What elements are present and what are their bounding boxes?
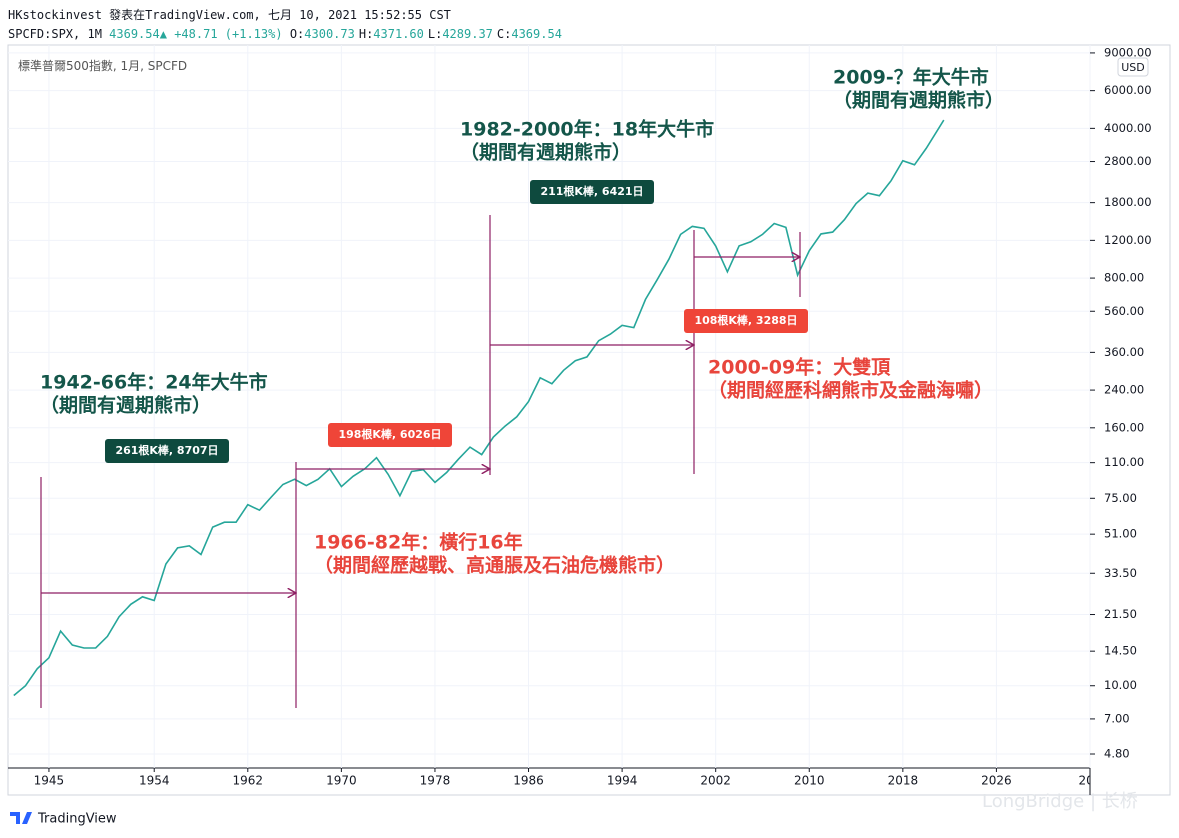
x-tick-label: 2018	[888, 774, 919, 788]
y-tick-label: 6000.00	[1104, 83, 1152, 97]
y-tick-label: 10.00	[1104, 678, 1137, 692]
ohlc: O:4300.73 H:4371.60 L:4289.37 C:4369.54	[290, 27, 566, 41]
brand: TradingView	[37, 812, 117, 827]
ohlc-value: 4369.54	[511, 27, 562, 41]
up-arrow: ▲	[159, 27, 167, 41]
y-tick-label: 4000.00	[1104, 121, 1152, 135]
y-tick-label: 1200.00	[1104, 233, 1152, 247]
frame	[7, 44, 1171, 796]
legend: 標準普爾500指數, 1月, SPCFD	[18, 58, 187, 73]
header: HKstockinvest 發表在TradingView.com, 七月 10,…	[8, 6, 566, 44]
currency: USD	[1121, 61, 1145, 74]
y-tick-label: 51.00	[1104, 527, 1137, 541]
annotation: 1982-2000年：18年大牛市	[460, 118, 714, 141]
watermark: LongBridge | 长桥	[982, 791, 1138, 812]
x-tick-label: 2010	[794, 774, 825, 788]
ohlc-label: L:	[427, 27, 443, 41]
x-tick-label: 1994	[607, 774, 638, 788]
x-tick-label: 1986	[513, 774, 544, 788]
y-tick-label: 560.00	[1104, 304, 1144, 318]
y-tick-label: 75.00	[1104, 491, 1137, 505]
last-price: 4369.54	[109, 27, 160, 41]
x-tick-label: 203	[1079, 774, 1102, 788]
measure-label: 108根K棒, 3288日	[694, 313, 797, 327]
ohlc-value: 4289.37	[442, 27, 493, 41]
price-line	[13, 119, 945, 697]
y-tick-label: 110.00	[1104, 455, 1144, 469]
y-tick-label: 14.50	[1104, 644, 1137, 658]
tv-logo	[10, 812, 32, 824]
y-tick-label: 21.50	[1104, 607, 1137, 621]
measure-box	[105, 439, 229, 463]
x-tick-label: 1970	[326, 774, 357, 788]
ohlc-value: 4300.73	[304, 27, 355, 41]
y-tick-label: 9000.00	[1104, 45, 1152, 59]
annotation: （期間經歷科網熊市及金融海嘯）	[708, 379, 993, 402]
measure-box	[328, 423, 452, 447]
x-labels: 1945 1954 1962 1970 1978 1986 1994 2002 2010 2018…	[34, 768, 1102, 788]
ohlc-label: H:	[358, 27, 374, 41]
annotation: 2009-？年大牛市	[833, 66, 989, 89]
annotation: （期間有週期熊市）	[40, 394, 211, 417]
measure-label: 261根K棒, 8707日	[115, 443, 218, 457]
y-tick-label: 160.00	[1104, 420, 1144, 434]
x-tick-label: 1954	[139, 774, 170, 788]
measure-label: 211根K棒, 6421日	[540, 184, 643, 198]
annotation: （期間有週期熊市）	[833, 89, 1004, 112]
annotation: 2000-09年：大雙頂	[708, 356, 891, 379]
y-tick-label: 360.00	[1104, 345, 1144, 359]
measure-label: 198根K棒, 6026日	[338, 427, 441, 441]
measure-lines	[40, 215, 800, 708]
x-tick-label: 1945	[34, 774, 65, 788]
change: +48.71 (+1.13%)	[174, 27, 283, 41]
annotation: 1942-66年：24年大牛市	[40, 371, 268, 394]
measure-box	[684, 309, 808, 333]
annotation: 1966-82年：橫行16年	[314, 531, 523, 554]
ohlc-label: C:	[496, 27, 512, 41]
y-tick-label: 240.00	[1104, 383, 1144, 397]
y-tick-label: 800.00	[1104, 271, 1144, 285]
x-tick-label: 1962	[233, 774, 264, 788]
x-tick-label: 1978	[420, 774, 451, 788]
ohlc-value: 4371.60	[373, 27, 424, 41]
annotation: （期間有週期熊市）	[460, 141, 631, 164]
x-tick-label: 2002	[700, 774, 731, 788]
y-tick-label: 2800.00	[1104, 154, 1152, 168]
x-tick-label: 2026	[981, 774, 1012, 788]
currency-box	[1117, 57, 1149, 77]
y-tick-label: 1800.00	[1104, 195, 1152, 209]
symbol: SPCFD:SPX, 1M	[8, 27, 102, 41]
measure-box	[530, 180, 654, 204]
y-tick-label: 4.80	[1104, 747, 1130, 761]
ohlc-label: O:	[289, 27, 305, 41]
annotation: （期間經歷越戰、高通脹及石油危機熊市）	[314, 554, 675, 577]
quote-line: SPCFD:SPX, 1M 4369.54▲ +48.71 (+1.13%) O…	[8, 25, 566, 44]
y-tick-label: 33.50	[1104, 566, 1137, 580]
y-tick-label: 7.00	[1104, 711, 1130, 725]
publish-line: HKstockinvest 發表在TradingView.com, 七月 10,…	[8, 8, 451, 22]
